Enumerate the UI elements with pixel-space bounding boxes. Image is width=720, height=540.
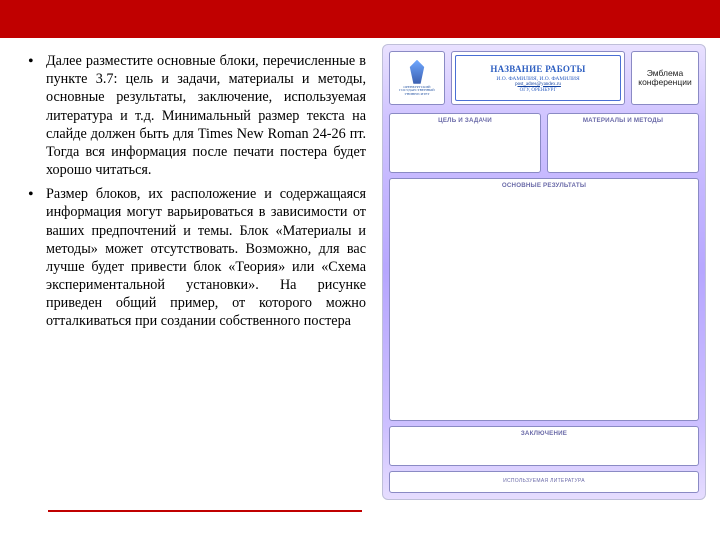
university-logo-icon: [408, 60, 426, 84]
poster-row-results: ОСНОВНЫЕ РЕЗУЛЬТАТЫ: [389, 178, 699, 421]
panel-goals: ЦЕЛЬ И ЗАДАЧИ: [389, 113, 541, 173]
panel-methods: МАТЕРИАЛЫ И МЕТОДЫ: [547, 113, 699, 173]
content-area: Далее разместите основные блоки, перечис…: [0, 38, 720, 540]
poster-title: НАЗВАНИЕ РАБОТЫ: [490, 64, 585, 74]
bottom-rule: [48, 510, 362, 512]
poster-row-top: ЦЕЛЬ И ЗАДАЧИ МАТЕРИАЛЫ И МЕТОДЫ: [389, 113, 699, 173]
bullet-item: Далее разместите основные блоки, перечис…: [28, 52, 366, 179]
top-banner: [0, 0, 720, 38]
poster-body: ЦЕЛЬ И ЗАДАЧИ МАТЕРИАЛЫ И МЕТОДЫ ОСНОВНЫ…: [389, 113, 699, 493]
panel-caption: ЦЕЛЬ И ЗАДАЧИ: [390, 117, 540, 124]
panel-conclusion: ЗАКЛЮЧЕНИЕ: [389, 426, 699, 466]
panel-caption: ЗАКЛЮЧЕНИЕ: [390, 430, 698, 437]
university-logo-box: ОРЕНБУРГСКИЙ ГОСУДАРСТВЕННЫЙ УНИВЕРСИТЕТ: [389, 51, 445, 105]
poster-column: ОРЕНБУРГСКИЙ ГОСУДАРСТВЕННЫЙ УНИВЕРСИТЕТ…: [372, 38, 720, 540]
bullet-item: Размер блоков, их расположение и содержа…: [28, 185, 366, 330]
poster-email: post_adres@yandex.ru: [515, 82, 561, 87]
conference-emblem-box: Эмблема конференции: [631, 51, 699, 105]
panel-caption: ИСПОЛЬЗУЕМАЯ ЛИТЕРАТУРА: [390, 478, 698, 484]
poster-org: ОГУ, ОРЕНБУРГ: [520, 88, 557, 93]
emblem-label: Эмблема конференции: [632, 69, 698, 88]
poster-mockup: ОРЕНБУРГСКИЙ ГОСУДАРСТВЕННЫЙ УНИВЕРСИТЕТ…: [382, 44, 706, 500]
panel-caption: ОСНОВНЫЕ РЕЗУЛЬТАТЫ: [390, 182, 698, 189]
university-name: ОРЕНБУРГСКИЙ ГОСУДАРСТВЕННЫЙ УНИВЕРСИТЕТ: [390, 86, 444, 97]
text-column: Далее разместите основные блоки, перечис…: [0, 38, 372, 540]
poster-header: ОРЕНБУРГСКИЙ ГОСУДАРСТВЕННЫЙ УНИВЕРСИТЕТ…: [389, 51, 699, 105]
poster-title-box: НАЗВАНИЕ РАБОТЫ И.О. ФАМИЛИЯ, И.О. ФАМИЛ…: [451, 51, 625, 105]
panel-refs: ИСПОЛЬЗУЕМАЯ ЛИТЕРАТУРА: [389, 471, 699, 493]
panel-caption: МАТЕРИАЛЫ И МЕТОДЫ: [548, 117, 698, 124]
bullet-list: Далее разместите основные блоки, перечис…: [28, 52, 366, 331]
panel-results: ОСНОВНЫЕ РЕЗУЛЬТАТЫ: [389, 178, 699, 421]
poster-row-refs: ИСПОЛЬЗУЕМАЯ ЛИТЕРАТУРА: [389, 471, 699, 493]
poster-row-conclusion: ЗАКЛЮЧЕНИЕ: [389, 426, 699, 466]
